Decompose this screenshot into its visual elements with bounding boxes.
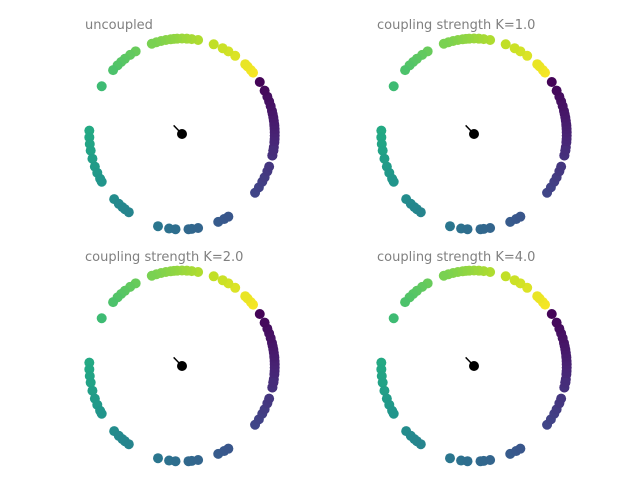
- oscillator-point: [462, 456, 473, 467]
- oscillator-point: [208, 271, 219, 282]
- oscillator-point: [445, 453, 455, 464]
- oscillator-point: [259, 317, 270, 328]
- oscillator-point: [438, 38, 449, 49]
- oscillator-point: [96, 313, 107, 324]
- oscillator-point: [515, 443, 526, 454]
- oscillator-point: [223, 443, 234, 454]
- oscillator-point: [500, 271, 511, 282]
- oscillator-point: [208, 39, 219, 50]
- oscillator-points: [84, 265, 280, 467]
- oscillator-point: [264, 161, 275, 172]
- panel-uncoupled: uncoupled: [84, 18, 280, 235]
- panel-title: coupling strength K=1.0: [377, 18, 535, 33]
- oscillator-point: [560, 145, 571, 156]
- center-point: [469, 129, 479, 139]
- oscillator-point: [556, 393, 567, 404]
- oscillator-point: [388, 408, 399, 419]
- oscillator-point: [96, 176, 107, 187]
- oscillator-point: [485, 455, 496, 465]
- oscillator-point: [462, 224, 473, 235]
- oscillator-point: [193, 223, 204, 233]
- oscillator-point: [108, 65, 119, 76]
- oscillator-point: [123, 439, 134, 450]
- oscillator-point: [87, 153, 98, 164]
- oscillator-point: [170, 456, 181, 467]
- oscillator-point: [223, 211, 234, 222]
- oscillator-point: [379, 385, 390, 396]
- oscillator-point: [264, 393, 275, 404]
- oscillator-point: [532, 291, 543, 302]
- oscillator-point: [379, 153, 390, 164]
- oscillator-point: [268, 377, 279, 388]
- center-point: [469, 361, 479, 371]
- panel-k-4: coupling strength K=4.0: [376, 250, 572, 467]
- oscillator-point: [546, 77, 557, 88]
- center-point: [177, 361, 187, 371]
- oscillator-point: [193, 455, 204, 465]
- oscillator-point: [388, 313, 399, 324]
- oscillator-point: [515, 211, 526, 222]
- oscillator-points: [376, 33, 572, 235]
- oscillator-point: [551, 85, 562, 96]
- oscillator-point: [170, 224, 181, 235]
- oscillator-point: [217, 275, 228, 286]
- center-point: [177, 129, 187, 139]
- oscillator-point: [146, 38, 157, 49]
- oscillator-point: [96, 408, 107, 419]
- panel-title: coupling strength K=4.0: [377, 250, 535, 265]
- oscillator-point: [551, 317, 562, 328]
- oscillator-point: [377, 145, 388, 156]
- oscillator-point: [400, 297, 411, 308]
- panel-k-1: coupling strength K=1.0: [376, 18, 572, 235]
- oscillator-point: [388, 81, 399, 92]
- oscillator-point: [153, 453, 163, 464]
- oscillator-point: [509, 43, 520, 54]
- panel-k-2: coupling strength K=2.0: [84, 250, 280, 467]
- oscillator-point: [108, 297, 119, 308]
- oscillator-point: [217, 43, 228, 54]
- oscillator-point: [240, 59, 251, 70]
- oscillator-point: [415, 439, 426, 450]
- oscillator-point: [85, 145, 96, 156]
- oscillator-point: [268, 145, 279, 156]
- oscillator-points: [376, 265, 572, 467]
- oscillator-point: [240, 291, 251, 302]
- oscillator-point: [123, 207, 134, 218]
- oscillator-point: [560, 377, 571, 388]
- oscillator-point: [445, 221, 455, 232]
- panel-title: coupling strength K=2.0: [85, 250, 243, 265]
- oscillator-point: [96, 81, 107, 92]
- oscillator-point: [153, 221, 163, 232]
- oscillator-point: [85, 377, 96, 388]
- panel-title: uncoupled: [85, 18, 153, 33]
- oscillator-point: [546, 309, 557, 320]
- oscillator-point: [146, 270, 157, 281]
- oscillator-point: [254, 309, 265, 320]
- oscillator-point: [438, 270, 449, 281]
- oscillator-point: [500, 39, 511, 50]
- oscillator-point: [485, 223, 496, 233]
- oscillator-point: [388, 176, 399, 187]
- oscillator-points: [84, 33, 280, 235]
- oscillator-point: [400, 65, 411, 76]
- oscillator-point: [377, 377, 388, 388]
- oscillator-point: [415, 207, 426, 218]
- oscillator-point: [259, 85, 270, 96]
- oscillator-point: [532, 59, 543, 70]
- oscillator-point: [87, 385, 98, 396]
- oscillator-point: [509, 275, 520, 286]
- oscillator-point: [556, 161, 567, 172]
- oscillator-point: [254, 77, 265, 88]
